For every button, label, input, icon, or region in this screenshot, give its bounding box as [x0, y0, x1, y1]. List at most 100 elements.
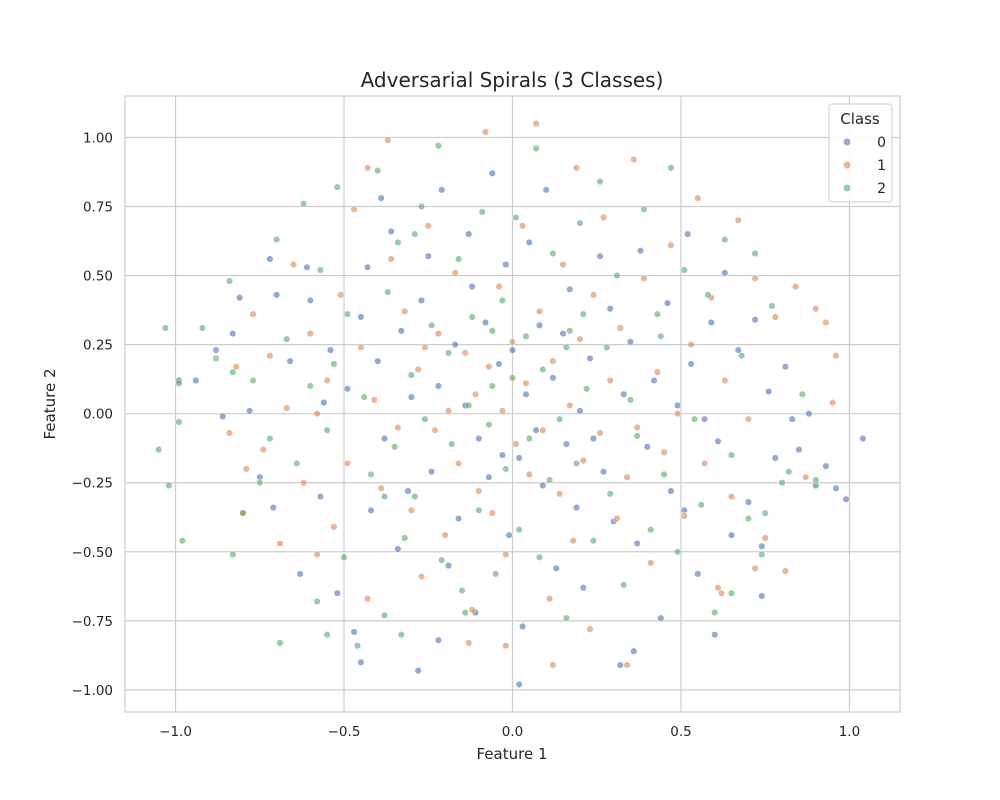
data-point-class-1 [647, 559, 655, 567]
data-point-class-0 [374, 357, 382, 365]
data-point-class-1 [822, 318, 830, 327]
data-point-class-1 [576, 335, 584, 343]
data-point-class-1 [377, 484, 385, 492]
data-point-class-1 [613, 515, 621, 523]
data-point-class-0 [727, 531, 736, 539]
data-point-class-1 [407, 506, 415, 514]
data-point-class-0 [316, 492, 324, 501]
data-point-class-0 [559, 330, 567, 338]
y-tick-label: 0.75 [83, 199, 113, 215]
y-axis-label: Feature 2 [41, 369, 59, 440]
legend-title: Class [840, 110, 880, 128]
data-point-class-0 [434, 382, 442, 390]
data-point-class-0 [620, 390, 628, 398]
y-tick-label: −0.25 [72, 476, 113, 492]
data-point-class-0 [273, 291, 281, 299]
data-point-class-2 [556, 415, 564, 423]
data-point-class-0 [532, 426, 540, 434]
data-point-class-2 [306, 382, 314, 390]
data-point-class-2 [374, 167, 382, 175]
data-point-class-0 [714, 437, 722, 445]
data-point-class-1 [498, 407, 506, 415]
data-point-class-0 [394, 545, 402, 553]
data-point-class-2 [212, 354, 220, 362]
data-point-class-1 [401, 307, 409, 316]
data-point-class-2 [323, 631, 331, 639]
data-point-class-0 [633, 539, 641, 548]
data-point-class-0 [734, 346, 742, 354]
data-point-class-1 [680, 512, 688, 520]
y-tick-label: 0.00 [83, 407, 113, 423]
data-point-class-1 [300, 479, 308, 487]
data-point-class-1 [232, 363, 240, 371]
data-point-class-1 [714, 584, 722, 592]
data-point-class-2 [380, 492, 389, 501]
data-point-class-0 [212, 346, 220, 354]
data-point-class-1 [734, 216, 742, 224]
data-point-class-2 [522, 332, 530, 340]
data-point-class-0 [468, 283, 476, 291]
data-point-class-2 [532, 144, 540, 153]
data-point-class-1 [417, 573, 426, 581]
data-points [155, 120, 867, 688]
data-point-class-2 [751, 249, 759, 258]
data-point-class-0 [488, 169, 496, 177]
data-point-class-2 [380, 611, 389, 619]
data-point-class-1 [431, 426, 439, 434]
data-point-class-0 [562, 440, 570, 448]
data-point-class-2 [798, 390, 806, 398]
data-point-class-1 [475, 487, 483, 495]
data-point-class-1 [512, 440, 520, 448]
x-tick-label: 1.0 [839, 724, 860, 740]
data-point-class-2 [161, 324, 169, 332]
data-point-class-0 [481, 318, 490, 327]
data-point-class-2 [603, 343, 611, 351]
data-point-class-2 [444, 349, 453, 357]
data-point-class-2 [155, 446, 163, 454]
data-point-class-1 [384, 136, 392, 144]
data-point-class-1 [242, 465, 250, 473]
data-point-class-1 [330, 523, 338, 531]
data-point-class-2 [434, 142, 442, 150]
data-point-class-1 [444, 407, 453, 415]
data-point-class-0 [744, 498, 752, 506]
data-point-class-2 [583, 385, 591, 393]
data-point-class-1 [414, 365, 422, 374]
data-point-class-1 [727, 492, 736, 501]
data-point-class-1 [744, 415, 752, 423]
data-point-class-0 [788, 415, 796, 423]
data-point-class-2 [761, 509, 769, 517]
data-point-class-1 [599, 213, 608, 222]
data-point-class-1 [266, 352, 274, 360]
data-point-class-2 [175, 379, 183, 387]
data-point-class-1 [502, 642, 510, 650]
data-point-class-2 [812, 476, 820, 484]
data-point-class-2 [727, 451, 736, 459]
data-point-class-2 [293, 459, 301, 467]
data-point-class-2 [229, 368, 237, 376]
data-point-class-2 [596, 178, 604, 186]
data-point-class-2 [778, 479, 786, 487]
data-point-class-1 [421, 343, 429, 351]
data-point-class-2 [330, 360, 338, 368]
data-point-class-0 [296, 570, 304, 578]
y-tick-label: 0.50 [83, 269, 113, 285]
data-point-class-2 [498, 296, 506, 304]
data-point-class-0 [380, 434, 389, 443]
data-point-class-1 [596, 429, 604, 437]
data-point-class-2 [407, 371, 415, 379]
data-point-class-1 [468, 606, 476, 614]
data-point-class-2 [411, 492, 419, 501]
data-point-class-2 [340, 553, 348, 561]
data-point-class-2 [502, 465, 510, 473]
data-point-class-0 [657, 614, 665, 622]
data-point-class-2 [744, 515, 752, 523]
data-point-class-2 [653, 310, 661, 318]
data-point-class-0 [417, 296, 426, 304]
y-tick-label: −1.00 [72, 683, 113, 699]
data-point-class-2 [535, 553, 544, 561]
legend-label-class-0: 0 [877, 135, 886, 151]
data-point-class-1 [549, 357, 557, 365]
data-point-class-2 [360, 393, 368, 401]
data-point-class-2 [266, 434, 274, 443]
